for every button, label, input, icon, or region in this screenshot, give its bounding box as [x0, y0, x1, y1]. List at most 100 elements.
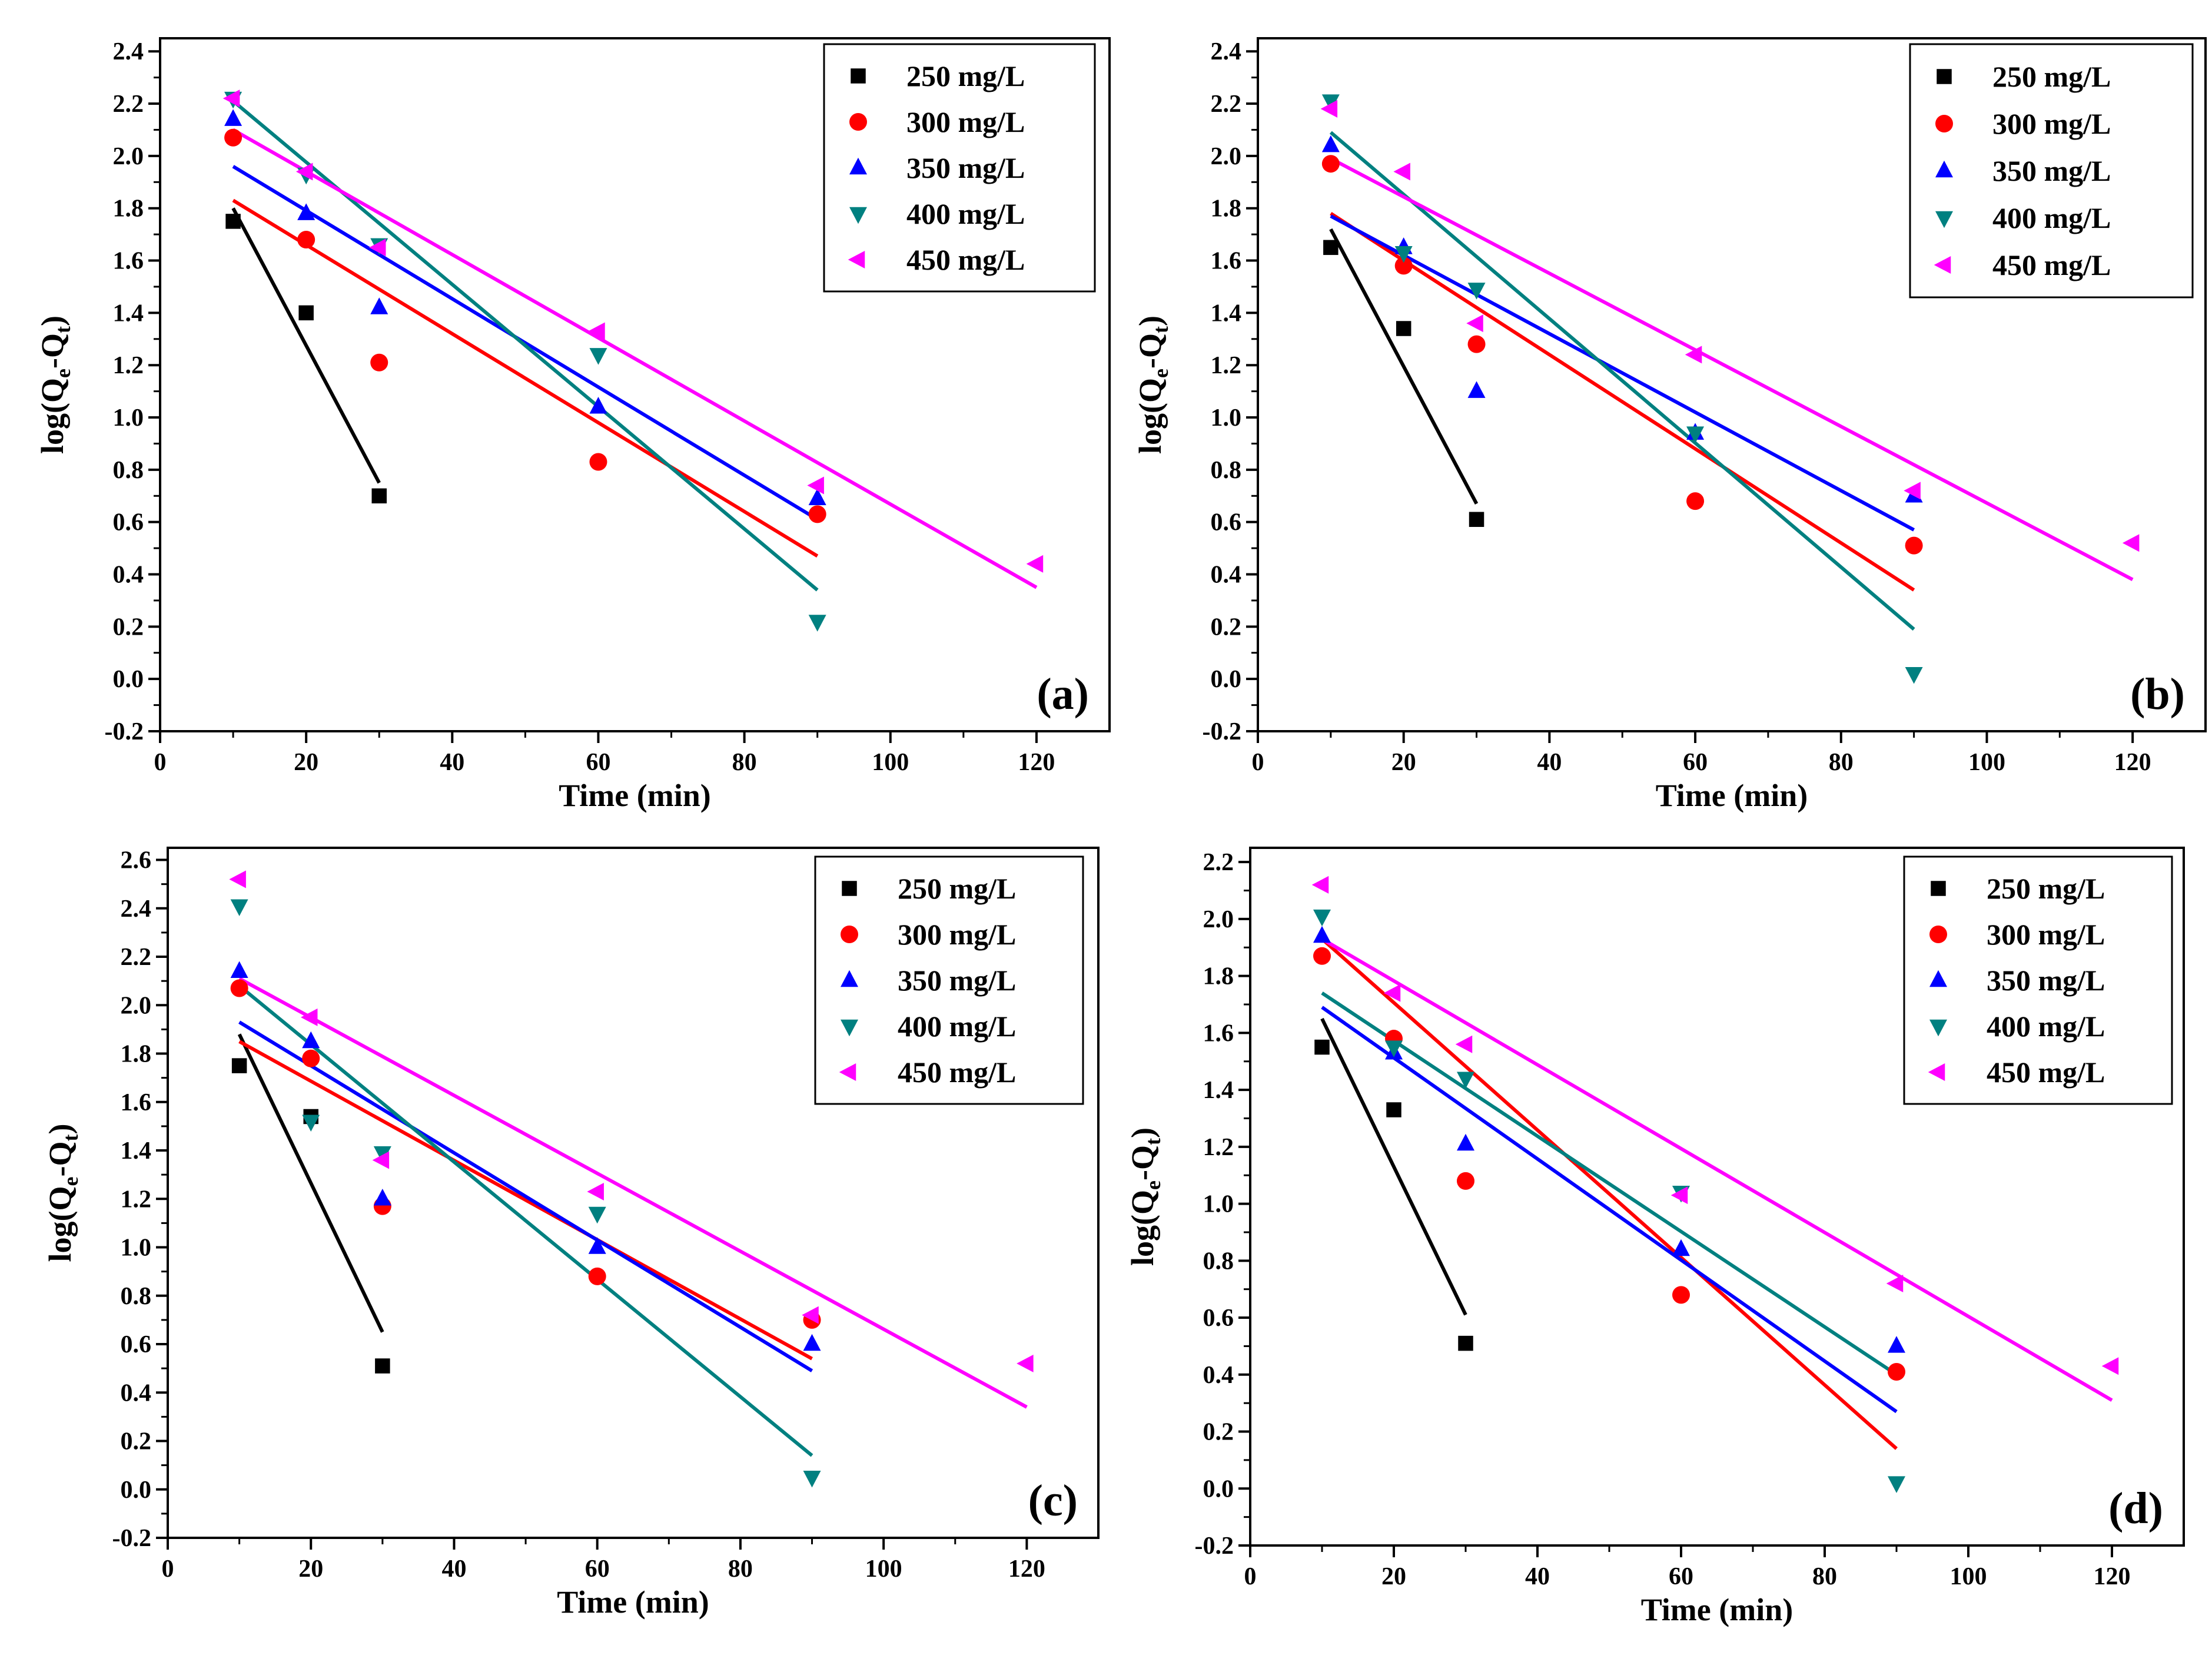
legend-entry: 400 mg/L [1987, 1010, 2105, 1043]
y-tick-label: 0.0 [113, 666, 144, 693]
y-tick-label: 0.2 [113, 613, 144, 641]
data-point [1313, 947, 1331, 965]
data-point [1386, 1102, 1401, 1117]
data-point [1383, 984, 1401, 1002]
x-tick-label: 60 [1683, 749, 1708, 776]
data-point [2101, 1357, 2119, 1375]
y-tick-label: 2.0 [1211, 143, 1242, 170]
data-point [370, 353, 388, 372]
legend-entry: 400 mg/L [898, 1010, 1016, 1043]
data-point [1467, 283, 1486, 300]
y-tick-label: 1.8 [113, 195, 144, 223]
y-tick-label: 0.0 [1211, 666, 1242, 693]
data-point [587, 1182, 604, 1200]
y-axis-title-subscript: t [59, 1135, 82, 1142]
panel-label: (c) [1028, 1476, 1078, 1525]
data-point [1888, 1362, 1905, 1381]
data-point [1888, 1476, 1905, 1493]
legend-entry: 450 mg/L [898, 1056, 1016, 1089]
data-point [1026, 555, 1044, 573]
y-tick-label: 2.2 [1203, 849, 1234, 876]
x-tick-label: 80 [728, 1555, 753, 1583]
y-axis-title-subscript: e [1141, 1180, 1165, 1190]
data-point [1455, 1035, 1473, 1053]
y-tick-label: -0.2 [1203, 718, 1242, 745]
y-tick-label: 0.0 [1203, 1475, 1234, 1503]
data-point [1905, 536, 1923, 555]
y-tick-label: 1.4 [121, 1137, 152, 1165]
data-point [231, 1058, 247, 1073]
legend-marker [1929, 926, 1947, 943]
fit-line [238, 1020, 813, 1372]
y-axis-title-part: log(Q [1125, 1190, 1160, 1266]
data-point [295, 162, 313, 181]
data-point [1396, 321, 1411, 336]
legend-box [814, 855, 1084, 1105]
fit-line [238, 1040, 813, 1361]
y-tick-label: -0.2 [105, 718, 144, 745]
y-tick-label: 1.0 [113, 404, 144, 432]
y-tick-label: 1.2 [121, 1186, 152, 1213]
legend-entry: 400 mg/L [906, 197, 1025, 230]
legend-entry: 250 mg/L [1987, 872, 2105, 905]
y-tick-label: -0.2 [112, 1525, 152, 1552]
y-axis-title-part: ) [42, 1124, 78, 1135]
legend-marker [1935, 211, 1953, 228]
data-point [1321, 155, 1340, 173]
data-point [589, 453, 607, 471]
legend-entry: 250 mg/L [906, 59, 1025, 92]
data-point [298, 305, 314, 321]
fit-line [238, 977, 1028, 1409]
legend-entry: 300 mg/L [1987, 918, 2105, 951]
x-tick-label: 20 [1391, 749, 1416, 776]
data-point [230, 899, 248, 916]
y-axis-title-part: -Q [35, 333, 70, 369]
y-tick-label: 1.0 [121, 1235, 152, 1262]
data-point [297, 203, 315, 220]
x-tick-label: 120 [2094, 1563, 2131, 1590]
y-axis-title-part: log(Q [42, 1186, 78, 1262]
y-axis-title-part: log(Q [1132, 378, 1168, 454]
y-tick-label: 1.2 [113, 352, 144, 379]
data-point [1905, 667, 1923, 684]
x-tick-label: 80 [1812, 1563, 1837, 1590]
fit-line [232, 100, 819, 592]
data-point [589, 397, 607, 414]
fit-line [232, 198, 819, 558]
y-axis-title-subscript: t [1149, 326, 1173, 333]
x-tick-label: 40 [441, 1555, 466, 1583]
legend-marker [841, 926, 858, 943]
y-tick-label: 2.2 [1211, 91, 1242, 118]
data-point [808, 505, 826, 523]
y-tick-label: 1.8 [121, 1041, 152, 1068]
data-point [588, 1267, 606, 1285]
y-axis-title-subscript: e [1149, 369, 1173, 378]
y-tick-label: 0.8 [121, 1283, 152, 1310]
legend-entry: 250 mg/L [898, 872, 1016, 905]
legend-entry: 450 mg/L [906, 243, 1025, 276]
fit-line [232, 128, 1038, 589]
x-tick-label: 80 [732, 749, 757, 776]
data-point [300, 1008, 318, 1026]
y-tick-label: 1.2 [1211, 352, 1242, 379]
y-tick-label: 0.6 [1211, 509, 1242, 536]
data-point [1469, 512, 1484, 527]
legend-entry: 350 mg/L [1992, 154, 2111, 187]
legend-entry: 450 mg/L [1992, 248, 2111, 281]
y-tick-label: -0.2 [1195, 1533, 1234, 1560]
legend-marker [1929, 1019, 1947, 1037]
y-tick-label: 2.0 [113, 143, 144, 170]
fit-line [1329, 131, 1915, 631]
data-point [371, 488, 387, 504]
data-point [1385, 1040, 1403, 1057]
legend-entry: 300 mg/L [1992, 107, 2111, 140]
data-point [1393, 162, 1410, 181]
data-point [1320, 100, 1338, 118]
fit-line [1321, 937, 1898, 1450]
y-axis-title-subscript: t [1141, 1138, 1165, 1145]
chart-panel-3: 0 20 40 60 80 100 120 -0.2 0.0 0.2 0.4 0.6 0.8 1.0 1.2… [42, 847, 1100, 1620]
legend-marker [1929, 970, 1947, 987]
x-tick-label: 20 [298, 1555, 323, 1583]
legend-marker [851, 68, 866, 84]
